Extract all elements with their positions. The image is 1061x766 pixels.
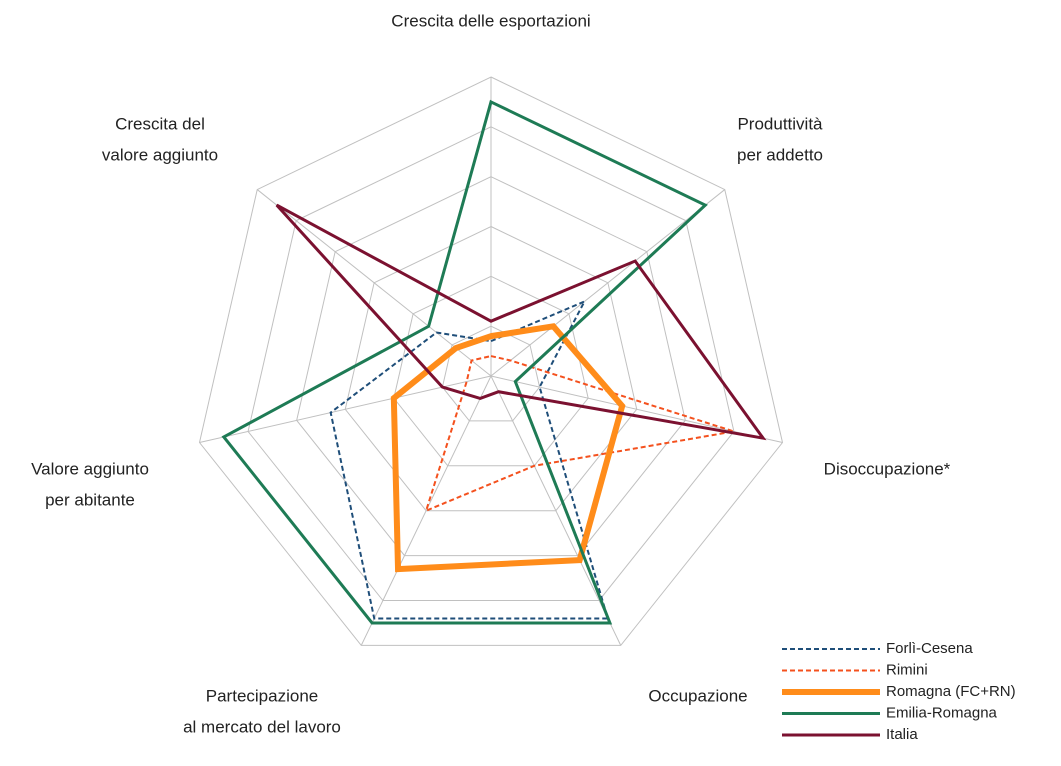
- series-line: [275, 203, 767, 441]
- axis-label: valore aggiunto: [102, 145, 218, 164]
- axis-spoke: [490, 189, 726, 377]
- axis-label: Occupazione: [648, 686, 747, 705]
- axis-spoke: [199, 375, 492, 444]
- series-line: [424, 355, 735, 513]
- axis-spoke: [360, 375, 492, 646]
- series-line: [221, 99, 708, 625]
- axis-label: Crescita delle esportazioni: [391, 11, 590, 30]
- axis-spoke: [256, 189, 492, 377]
- legend-label: Forlì-Cesena: [886, 640, 973, 657]
- axis-spoke: [490, 375, 622, 646]
- legend-label: Italia: [886, 726, 918, 743]
- axis-label: Crescita del: [115, 114, 205, 133]
- axis-label: Partecipazione: [206, 686, 318, 705]
- axis-label: Valore aggiunto: [31, 459, 149, 478]
- legend-label: Emilia-Romagna: [886, 704, 998, 721]
- grid-ring: [296, 176, 686, 557]
- grid-ring: [344, 225, 638, 512]
- axis-label: Produttività: [737, 114, 823, 133]
- grid-ring: [247, 126, 735, 601]
- axis-label: Disoccupazione*: [824, 459, 951, 478]
- axis-spoke: [490, 375, 783, 444]
- series-line: [329, 299, 610, 620]
- series-line: [390, 323, 626, 573]
- grid-ring: [198, 76, 784, 646]
- legend-label: Rimini: [886, 661, 928, 678]
- axis-label: per addetto: [737, 145, 823, 164]
- axis-label: per abitante: [45, 490, 135, 509]
- axis-label: al mercato del lavoro: [183, 717, 341, 736]
- legend-label: Romagna (FC+RN): [886, 683, 1016, 700]
